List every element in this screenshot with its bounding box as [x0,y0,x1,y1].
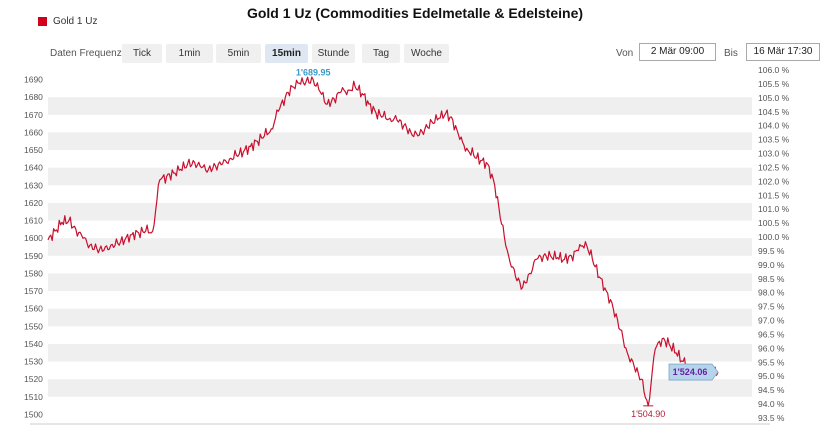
legend: Gold 1 Uz [38,16,97,27]
y-left-tick-label: 1690 [24,75,43,85]
from-date-input[interactable]: 2 Mär 09:00 [639,43,716,61]
y-right-tick-label: 102.0 % [758,176,790,186]
y-right-tick-label: 100.5 % [758,218,790,228]
y-left-tick-label: 1510 [24,392,43,402]
grid-band [48,343,752,362]
y-right-tick-label: 94.5 % [758,385,785,395]
y-right-tick-label: 95.5 % [758,357,785,367]
min-value-label: 1'504.90 [631,409,665,419]
y-left-tick-label: 1530 [24,357,43,367]
grid-band [48,202,752,221]
frequency-button-tag[interactable]: Tag [362,44,400,63]
y-right-tick-label: 99.0 % [758,260,785,270]
to-label: Bis [724,48,738,59]
last-price-callout [668,363,719,381]
y-left-tick-label: 1500 [24,409,43,419]
y-left-tick-label: 1650 [24,145,43,155]
y-right-tick-label: 105.5 % [758,79,790,89]
frequency-button-stunde[interactable]: Stunde [312,44,355,63]
frequency-button-5min[interactable]: 5min [216,44,261,63]
y-right-tick-label: 104.5 % [758,107,790,117]
grid-band [48,238,752,256]
series-line-gold [47,76,719,407]
y-left-tick-label: 1680 [24,92,43,102]
grid-band [48,97,752,115]
y-right-tick-label: 96.5 % [758,329,785,339]
grid-band [48,308,752,327]
y-left-tick-label: 1620 [24,198,43,208]
frequency-button-15min[interactable]: 15min [265,44,308,63]
y-right-tick-label: 98.0 % [758,288,785,298]
y-right-tick-label: 106.0 % [758,65,790,75]
legend-label: Gold 1 Uz [53,16,98,27]
grid-band [48,379,752,397]
grid-band [48,167,752,186]
grid-band [48,132,752,151]
frequency-button-1min[interactable]: 1min [166,44,213,63]
y-left-tick-label: 1580 [24,268,43,278]
y-right-tick-label: 95.0 % [758,371,785,381]
from-label: Von [616,48,634,59]
y-right-tick-label: 97.0 % [758,316,785,326]
y-left-tick-label: 1640 [24,163,43,173]
y-right-tick-label: 100.0 % [758,232,790,242]
y-left-tick-label: 1570 [24,286,43,296]
y-right-tick-label: 105.0 % [758,93,790,103]
y-right-tick-label: 103.5 % [758,135,790,145]
y-right-tick-label: 104.0 % [758,121,790,131]
y-left-tick-label: 1590 [24,251,43,261]
y-right-tick-label: 93.5 % [758,413,785,423]
y-left-tick-label: 1600 [24,233,43,243]
y-right-tick-label: 103.0 % [758,149,790,159]
y-left-tick-label: 1520 [24,374,43,384]
legend-swatch [38,17,47,26]
y-left-tick-label: 1610 [24,216,43,226]
frequency-label: Daten Frequenz [50,48,122,59]
grid-band [48,273,752,292]
y-left-tick-label: 1670 [24,110,43,120]
y-right-tick-label: 94.0 % [758,399,785,409]
y-right-tick-label: 101.0 % [758,204,790,214]
last-price-label: 1'524.06 [673,367,708,377]
y-right-tick-label: 96.0 % [758,343,785,353]
y-right-tick-label: 97.5 % [758,302,785,312]
frequency-button-woche[interactable]: Woche [404,44,449,63]
y-left-tick-label: 1560 [24,304,43,314]
y-left-tick-label: 1660 [24,127,43,137]
y-right-tick-label: 98.5 % [758,274,785,284]
frequency-button-tick[interactable]: Tick [122,44,162,63]
chart-title: Gold 1 Uz (Commodities Edelmetalle & Ede… [246,5,584,21]
y-left-tick-label: 1540 [24,339,43,349]
y-left-tick-label: 1630 [24,180,43,190]
y-right-tick-label: 99.5 % [758,246,785,256]
max-value-label: 1'689.95 [296,68,331,78]
y-left-tick-label: 1550 [24,321,43,331]
y-right-tick-label: 102.5 % [758,162,790,172]
to-date-input[interactable]: 16 Mär 17:30 [746,43,820,61]
y-right-tick-label: 101.5 % [758,190,790,200]
